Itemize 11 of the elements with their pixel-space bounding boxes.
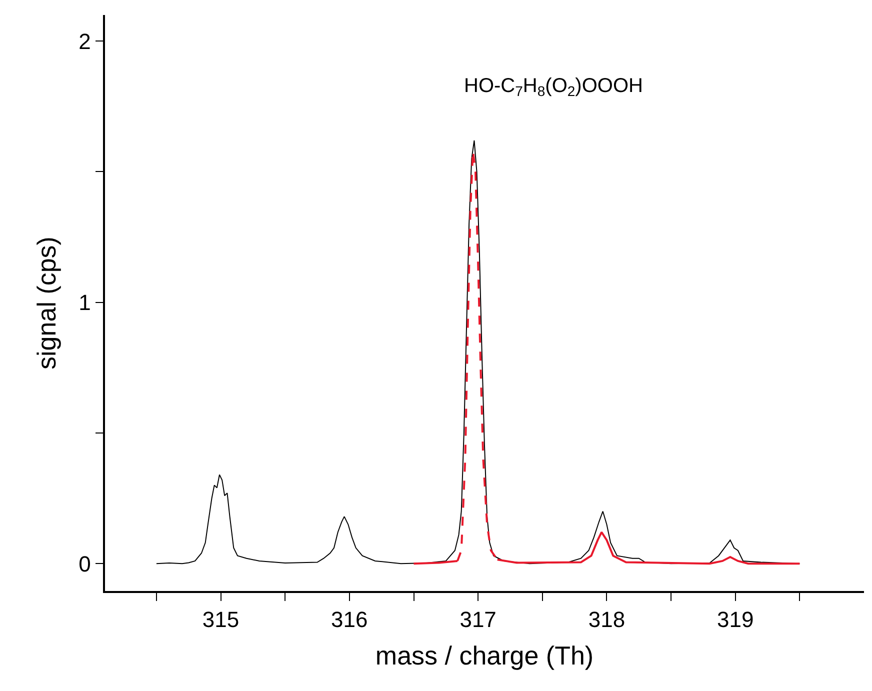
- x-tick-label: 316: [331, 607, 368, 632]
- y-axis-title: signal (cps): [32, 236, 62, 370]
- x-tick-label: 317: [460, 607, 496, 632]
- x-tick-label: 319: [717, 607, 754, 632]
- y-tick-label: 2: [78, 28, 91, 54]
- y-tick-label: 1: [78, 290, 91, 316]
- x-tick-label: 315: [202, 607, 240, 632]
- y-tick-label: 0: [78, 551, 91, 576]
- x-tick-label: 318: [588, 607, 626, 632]
- annotation: HO-C$_{7}$H$_{8}$(O$_{2}$)OOOH: [464, 75, 643, 100]
- x-axis-title: mass / charge (Th): [375, 640, 594, 670]
